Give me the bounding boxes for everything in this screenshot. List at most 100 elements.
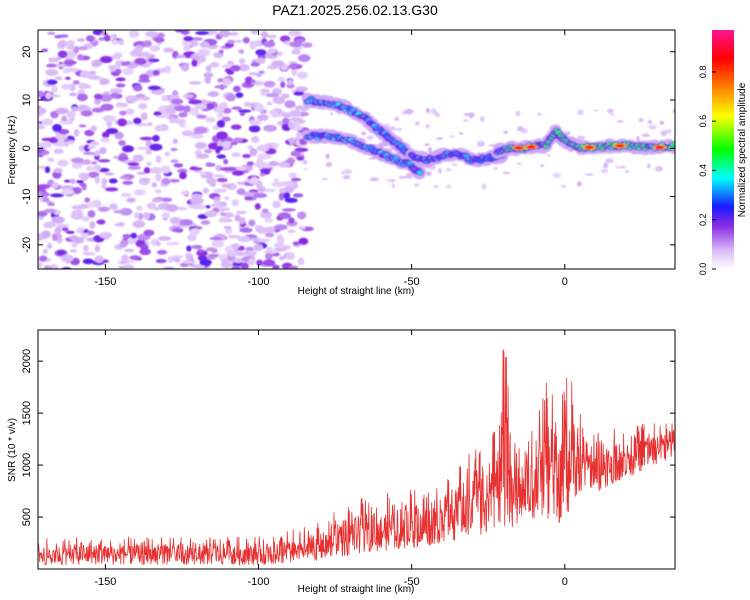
noise-blob	[231, 199, 240, 207]
noise-blob	[98, 37, 105, 41]
noise-blob	[279, 35, 291, 43]
faint-speckle	[405, 172, 413, 179]
noise-blob	[218, 102, 228, 108]
noise-blob	[146, 161, 152, 166]
noise-blob	[174, 30, 186, 33]
noise-blob	[263, 80, 276, 88]
noise-blob	[127, 237, 138, 245]
noise-blob	[77, 53, 84, 61]
noise-blob	[102, 115, 117, 122]
noise-blob	[288, 217, 295, 224]
noise-blob	[58, 39, 68, 48]
noise-blob	[149, 167, 164, 174]
noise-blob	[142, 211, 151, 220]
noise-blob	[256, 158, 264, 167]
noise-blob	[172, 138, 178, 145]
noise-blob	[117, 39, 125, 45]
noise-blob	[38, 107, 47, 115]
noise-blob	[248, 125, 261, 133]
noise-blob	[220, 212, 227, 217]
noise-blob	[109, 92, 120, 99]
noise-blob	[38, 255, 48, 262]
noise-blob	[162, 47, 174, 53]
noise-blob	[224, 196, 230, 200]
noise-blob	[285, 252, 295, 260]
noise-blob	[238, 64, 250, 72]
faint-speckle	[577, 135, 585, 140]
noise-blob	[109, 203, 118, 211]
noise-blob	[216, 154, 226, 159]
noise-blob	[120, 176, 129, 180]
noise-blob	[225, 93, 236, 102]
noise-blob	[255, 57, 266, 64]
noise-blob	[149, 143, 163, 151]
noise-blob	[277, 212, 291, 220]
noise-blob	[236, 188, 246, 196]
noise-blob	[140, 243, 149, 251]
colorbar-tick-label: 0.2	[698, 213, 708, 226]
noise-blob	[100, 31, 109, 36]
noise-blob	[139, 136, 153, 141]
noise-blob	[188, 81, 202, 85]
noise-blob	[122, 180, 134, 185]
noise-blob	[291, 49, 301, 55]
noise-blob	[115, 77, 126, 82]
noise-blob	[120, 192, 132, 198]
noise-blob	[137, 96, 150, 101]
hotspot-core	[514, 146, 524, 150]
noise-blob	[85, 35, 95, 42]
noise-blob	[260, 30, 269, 38]
noise-blob	[191, 59, 198, 67]
noise-blob	[51, 216, 65, 224]
noise-blob	[217, 78, 224, 83]
noise-blob	[38, 261, 43, 269]
faint-speckle	[366, 135, 374, 141]
faint-speckle	[672, 109, 675, 113]
noise-blob	[179, 219, 193, 226]
noise-blob	[243, 101, 251, 107]
noise-blob	[297, 211, 307, 220]
noise-blob	[45, 92, 52, 100]
noise-blob	[253, 103, 265, 112]
noise-blob	[89, 221, 96, 230]
noise-blob	[209, 61, 220, 68]
noise-blob	[73, 209, 84, 217]
colorbar-tick-label: 0.4	[698, 164, 708, 177]
noise-blob	[134, 57, 147, 66]
faint-speckle	[600, 168, 609, 174]
noise-blob	[205, 205, 211, 209]
noise-blob	[93, 164, 101, 172]
noise-blob	[237, 235, 251, 243]
noise-blob	[149, 45, 161, 52]
noise-blob	[267, 48, 277, 54]
faint-speckle	[502, 171, 511, 175]
noise-blob	[71, 106, 79, 111]
noise-blob	[197, 249, 205, 253]
noise-blob	[204, 148, 213, 154]
noise-blob	[83, 244, 89, 253]
colorbar-tick-label: 0.0	[698, 263, 708, 276]
noise-blob	[38, 184, 51, 190]
noise-blob	[65, 76, 71, 80]
noise-blob	[274, 242, 285, 249]
noise-blob	[167, 256, 174, 264]
noise-blob	[52, 123, 62, 132]
noise-blob	[257, 238, 271, 243]
noise-blob	[105, 128, 119, 135]
faint-speckle	[325, 161, 333, 168]
noise-blob	[161, 197, 173, 202]
noise-blob	[188, 99, 203, 105]
noise-blob	[213, 188, 227, 193]
snr-y-ticks: 2000 1500 1000 500	[21, 349, 675, 526]
noise-blob	[170, 98, 184, 105]
spectrogram-marks	[38, 30, 675, 269]
noise-blob	[191, 244, 203, 250]
noise-blob	[77, 38, 85, 42]
noise-blob	[247, 145, 254, 150]
noise-blob	[240, 262, 249, 269]
noise-blob	[154, 37, 165, 43]
y-tick-label: 2000	[21, 349, 33, 373]
colorbar-title: Normalized spectral amplitude	[737, 82, 748, 217]
noise-blob	[143, 167, 151, 174]
y-tick-label: 10	[21, 94, 33, 106]
